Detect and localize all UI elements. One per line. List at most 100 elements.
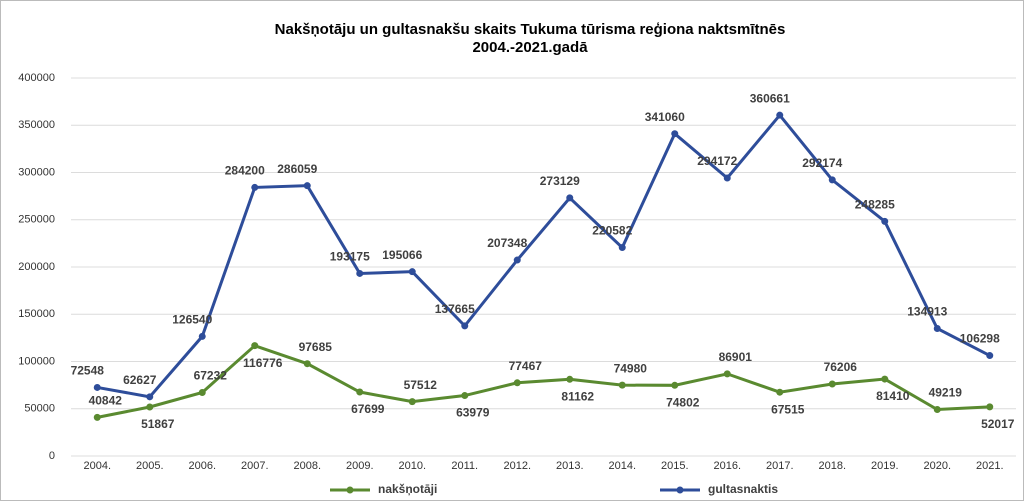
point	[618, 244, 626, 252]
point	[408, 398, 416, 406]
data-label: 74980	[614, 361, 648, 375]
x-tick-label: 2018.	[818, 460, 846, 472]
legend-label: gultasnaktis	[708, 482, 778, 496]
data-label: 86901	[719, 350, 753, 364]
data-label: 193175	[330, 250, 370, 264]
data-label: 360661	[750, 91, 790, 105]
x-tick-label: 2019.	[871, 460, 899, 472]
chart-title: Nakšņotāju un gultasnakšu skaits Tukuma …	[275, 21, 786, 38]
data-label: 67515	[771, 402, 805, 416]
x-tick-label: 2011.	[451, 460, 478, 472]
data-label: 97685	[299, 340, 333, 354]
y-tick-label: 0	[49, 450, 55, 462]
data-label: 72548	[71, 364, 105, 378]
data-label: 57512	[404, 378, 438, 392]
x-tick-label: 2009.	[346, 460, 374, 472]
x-tick-label: 2015.	[661, 460, 689, 472]
point	[671, 130, 679, 138]
data-label: 49219	[929, 386, 963, 400]
x-tick-label: 2016.	[713, 460, 741, 472]
point	[566, 194, 574, 202]
point	[933, 325, 941, 333]
data-label: 126540	[172, 313, 212, 327]
data-label: 207348	[487, 236, 527, 250]
point	[828, 176, 836, 184]
point	[356, 269, 364, 277]
series-line	[96, 112, 991, 399]
y-tick-label: 200000	[18, 261, 55, 273]
data-label: 195066	[382, 248, 422, 262]
data-label: 51867	[141, 417, 175, 431]
point	[881, 217, 889, 225]
data-label: 74802	[666, 395, 700, 409]
data-label: 67232	[194, 369, 228, 383]
point	[933, 405, 941, 413]
data-label: 137665	[435, 302, 475, 316]
series-line	[96, 343, 990, 419]
point	[461, 322, 469, 330]
y-tick-label: 100000	[18, 355, 55, 367]
x-tick-label: 2020.	[923, 460, 951, 472]
data-label: 294172	[697, 154, 737, 168]
point	[251, 183, 259, 191]
point	[776, 111, 784, 119]
point	[986, 403, 994, 411]
data-label: 134913	[907, 305, 947, 319]
point	[566, 375, 574, 383]
x-tick-label: 2010.	[398, 460, 426, 472]
data-label: 67699	[351, 402, 385, 416]
point	[356, 388, 364, 396]
x-tick-label: 2005.	[136, 460, 164, 472]
x-tick-label: 2014.	[608, 460, 636, 472]
point	[251, 342, 259, 350]
y-tick-label: 400000	[18, 72, 55, 84]
x-tick-label: 2017.	[766, 460, 794, 472]
data-label: 52017	[981, 417, 1015, 431]
data-label: 116776	[243, 356, 283, 370]
data-label: 62627	[123, 373, 157, 387]
data-label: 77467	[509, 359, 543, 373]
point	[671, 381, 679, 389]
point	[828, 380, 836, 388]
data-label: 81162	[561, 389, 594, 403]
x-tick-label: 2021.	[976, 460, 1004, 472]
point	[93, 413, 101, 421]
point	[303, 360, 311, 368]
x-tick-label: 2012.	[503, 460, 531, 472]
data-label: 40842	[89, 394, 123, 408]
point	[146, 403, 154, 411]
data-label: 284200	[225, 164, 265, 178]
point	[723, 174, 731, 182]
data-label: 76206	[824, 360, 858, 374]
data-label: 248285	[855, 198, 895, 212]
point	[198, 388, 206, 396]
chart-title: 2004.-2021.gadā	[472, 39, 588, 56]
point	[513, 256, 521, 264]
point	[146, 393, 154, 401]
legend-label: nakšņotāji	[378, 482, 437, 496]
point	[198, 332, 206, 340]
x-tick-label: 2004.	[83, 460, 111, 472]
point	[723, 370, 731, 378]
point	[986, 352, 994, 360]
legend-marker	[676, 486, 684, 494]
x-tick-label: 2008.	[293, 460, 321, 472]
point	[93, 383, 101, 391]
point	[303, 182, 311, 190]
legend-marker	[346, 486, 354, 494]
data-label: 81410	[876, 389, 910, 403]
data-label: 292174	[802, 156, 842, 170]
point	[776, 388, 784, 396]
point	[408, 268, 416, 276]
y-tick-label: 250000	[18, 214, 55, 226]
y-tick-label: 50000	[24, 403, 55, 415]
point	[618, 381, 626, 389]
data-label: 220582	[592, 224, 632, 238]
x-tick-label: 2007.	[241, 460, 269, 472]
point	[461, 392, 469, 400]
data-label: 341060	[645, 110, 685, 124]
point	[513, 379, 521, 387]
x-tick-label: 2013.	[556, 460, 584, 472]
